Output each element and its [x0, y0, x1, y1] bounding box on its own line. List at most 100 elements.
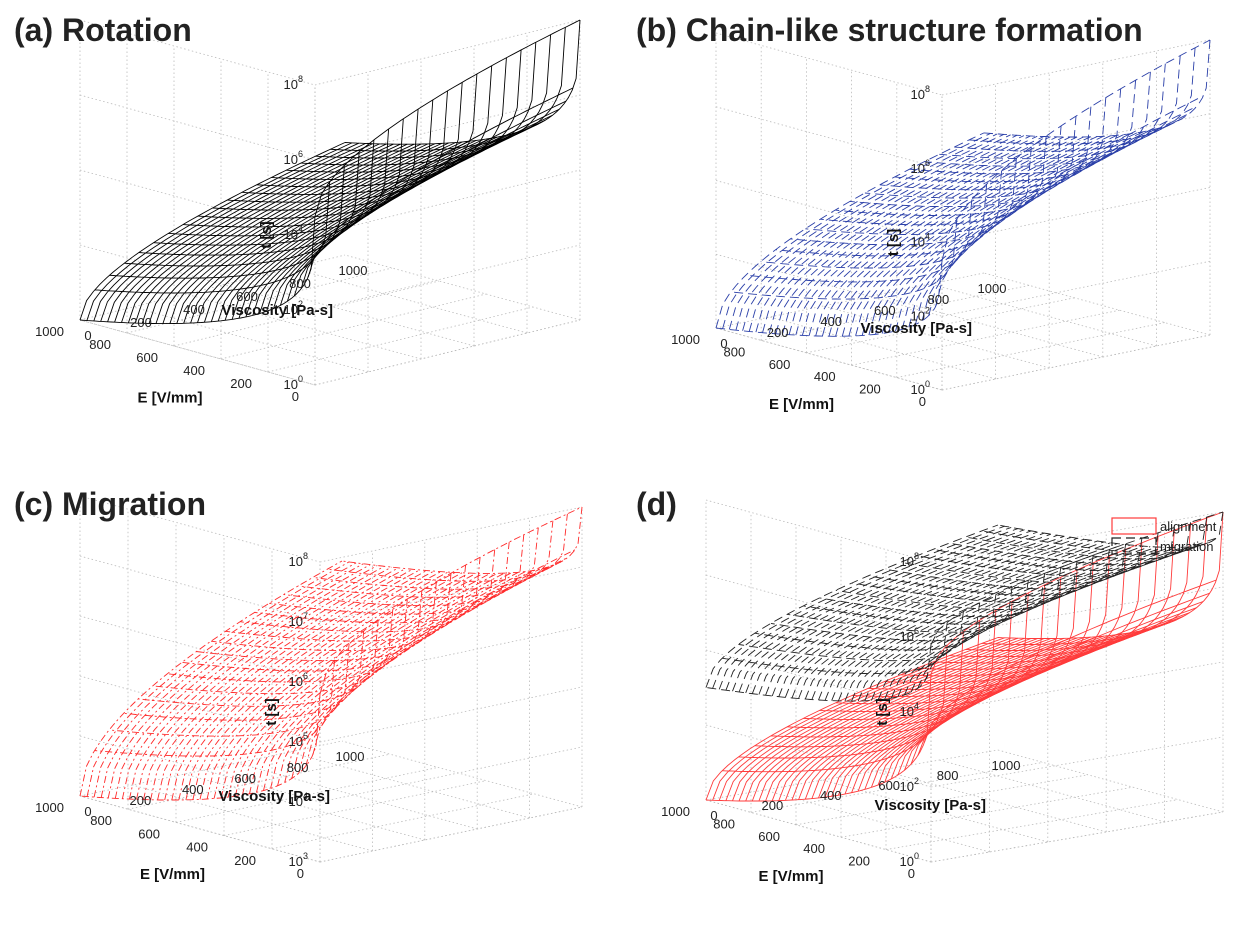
grid-line [79, 244, 316, 311]
z-tick-label: 108 [900, 551, 919, 569]
mesh-line [277, 568, 540, 786]
x-axis-label: E [V/mm] [138, 390, 203, 407]
grid-line [705, 649, 932, 713]
grid-line [271, 793, 535, 850]
surface-mesh-series [715, 39, 1211, 337]
y-tick-label: 800 [287, 760, 309, 775]
z-tick-label: 107 [289, 611, 308, 629]
surface-plot-comparison: 0 200 400 600 800 1000 0 200 400 600 800 1000 100 102… [661, 499, 1224, 885]
y-tick-label: 400 [182, 782, 204, 797]
grid-line [79, 319, 316, 386]
surface-plot-chain-formation: 0 200 400 600 800 1000 0 200 400 600 800 1000 100 102… [671, 32, 1211, 413]
grid-line [881, 769, 1107, 833]
z-axis-label: t [s] [874, 698, 891, 726]
mesh-line [787, 587, 1013, 633]
grid-line [173, 280, 440, 347]
grid-line [79, 169, 316, 236]
mesh-line [185, 571, 449, 800]
y-axis-label: Viscosity [Pa-s] [219, 788, 330, 805]
grid-line [132, 784, 373, 852]
z-tick-exponent: 8 [298, 74, 303, 84]
mesh-line [851, 561, 1078, 603]
legend-swatch [1111, 517, 1157, 535]
surface-mesh-series [79, 19, 581, 325]
mesh-line [153, 128, 390, 246]
grid-line [79, 555, 321, 623]
mesh-line [705, 674, 932, 802]
mesh-line [894, 88, 1122, 183]
y-tick-label: 200 [130, 793, 152, 808]
mesh-line [983, 39, 1211, 138]
grid-line [319, 746, 583, 803]
y-tick-label: 0 [84, 328, 91, 343]
grid-line [126, 267, 393, 334]
z-tick-label: 102 [911, 305, 930, 323]
mesh-line [715, 260, 943, 337]
mesh-line [94, 659, 336, 757]
mesh-line [787, 601, 1013, 729]
mesh-line [79, 216, 316, 325]
mesh-line [138, 139, 375, 256]
mesh-line [227, 82, 463, 203]
mesh-line [868, 555, 1094, 597]
mesh-line [298, 561, 562, 774]
y-tick-label: 1000 [978, 281, 1007, 296]
mesh-line [256, 65, 493, 188]
y-tick-label: 600 [878, 778, 900, 793]
mesh-line [981, 517, 1208, 554]
z-tick-label: 103 [289, 851, 308, 869]
z-tick-label: 106 [284, 149, 303, 167]
x-tick-label: 800 [713, 816, 735, 831]
x-axis-label: E [V/mm] [140, 866, 205, 883]
z-tick-exponent: 2 [298, 299, 303, 309]
grid-line [79, 735, 321, 803]
grid-line [319, 686, 583, 743]
grid-line [220, 293, 487, 360]
mesh-line [722, 132, 991, 329]
x-tick-label: 1000 [35, 324, 64, 339]
z-tick-exponent: 8 [914, 551, 919, 561]
mesh-line [109, 643, 350, 737]
x-tick-label: 0 [919, 394, 926, 409]
mesh-line [319, 506, 583, 695]
mesh-line [735, 133, 1005, 331]
mesh-line [877, 622, 1171, 786]
mesh-line [949, 530, 1175, 658]
mesh-line [969, 47, 1196, 145]
z-tick-label: 104 [284, 224, 303, 242]
grid-line [941, 334, 1211, 391]
z-tick-exponent: 4 [925, 232, 930, 242]
mesh-line [79, 142, 346, 321]
z-tick-exponent: 2 [925, 305, 930, 315]
z-tick-label: 104 [289, 791, 308, 809]
grid-line [319, 806, 583, 863]
z-tick-exponent: 6 [298, 149, 303, 159]
x-tick-label: 0 [292, 389, 299, 404]
mesh-line [770, 594, 997, 642]
z-axis-label: t [s] [258, 221, 275, 249]
mesh-line [851, 545, 1144, 702]
grid-line [823, 305, 1050, 369]
mesh-line [284, 567, 547, 783]
grid-line [319, 626, 583, 683]
grid-line [341, 740, 583, 808]
mesh-line [981, 517, 1208, 645]
x-tick-label: 600 [758, 829, 780, 844]
grid-line [795, 774, 1089, 826]
y-tick-label: 400 [820, 314, 842, 329]
grid-line [930, 586, 1224, 638]
panel-b: 0 200 400 600 800 1000 0 200 400 600 800 1000 100 102… [626, 0, 1253, 472]
mesh-line [760, 183, 988, 269]
panel-c: 0 200 400 600 800 1000 0 200 400 600 800 1000 103 104… [0, 472, 626, 944]
mesh-line [820, 136, 1047, 226]
grid-line [314, 19, 581, 86]
mesh-line [941, 39, 1211, 262]
mesh-line [181, 590, 423, 672]
grid-line [223, 780, 487, 836]
grid-line [185, 293, 422, 360]
legend: alignment migration [1111, 517, 1217, 555]
x-tick-label: 800 [723, 344, 745, 359]
z-tick-label: 108 [284, 74, 303, 92]
grid-line [314, 94, 581, 161]
grid-line [175, 767, 439, 823]
